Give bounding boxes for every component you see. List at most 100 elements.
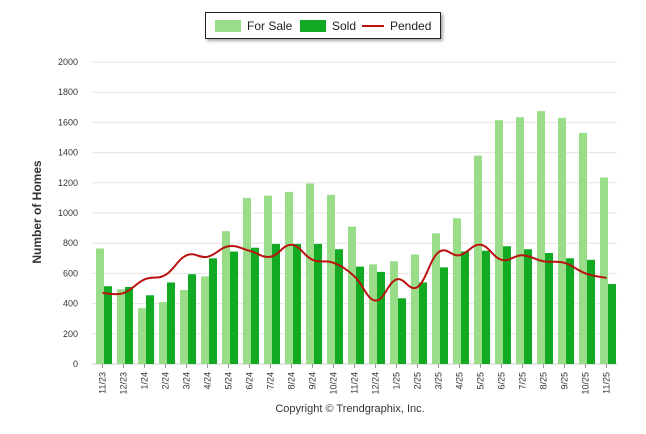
for-sale-bar [243,197,251,364]
legend: For Sale Sold Pended [205,12,441,39]
for-sale-bar [306,183,314,364]
x-tick-label: 10/25 [581,372,591,395]
x-tick-label: 7/24 [266,372,276,390]
x-tick-label: 4/24 [203,372,213,390]
x-tick-label: 9/24 [308,372,318,390]
for-sale-bar [159,302,167,364]
x-tick-label: 6/25 [497,372,507,390]
y-tick-label: 200 [63,329,78,339]
for-sale-bar [516,117,524,365]
x-tick-label: 11/24 [350,372,360,394]
y-tick-label: 1600 [58,117,78,127]
for-sale-bar [96,248,104,364]
sold-bar [188,274,196,364]
y-tick-label: 1400 [58,148,78,158]
legend-item-for-sale: For Sale [215,19,292,33]
x-tick-label: 2/24 [161,372,171,390]
sold-bar [314,243,322,364]
for-sale-bar [390,261,398,364]
sold-bar [209,258,217,364]
sold-bar [293,243,301,364]
x-tick-label: 1/24 [140,372,150,390]
for-sale-bar [348,226,356,364]
sold-bar [566,258,574,364]
sold-bar [104,286,112,364]
sold-bar [461,251,469,364]
for-sale-swatch [215,20,241,32]
x-tick-label: 1/25 [392,372,402,390]
x-tick-label: 3/25 [434,372,444,390]
pended-line [102,243,607,302]
x-tick-label: 10/24 [329,372,339,395]
y-axis-label: Number of Homes [30,160,44,264]
for-sale-bar [138,308,146,364]
x-tick-label: 11/23 [98,372,108,394]
sold-bar [608,283,616,364]
y-tick-label: 1800 [58,87,78,97]
x-tick-label: 12/23 [119,372,129,395]
for-sale-bar [369,264,377,364]
sold-bar [524,249,532,364]
x-tick-label: 8/24 [287,372,297,390]
for-sale-bar [495,120,503,364]
legend-label-for-sale: For Sale [247,19,293,33]
y-tick-label: 1000 [58,208,78,218]
for-sale-bar [264,195,272,364]
legend-label-pended: Pended [390,19,432,33]
sold-bar [230,251,238,364]
sold-bar [167,282,175,364]
y-tick-label: 0 [73,359,78,369]
x-tick-label: 2/25 [413,372,423,390]
sold-bar [146,295,154,364]
for-sale-bar [327,194,335,364]
sold-bar [503,246,511,364]
for-sale-bar [117,289,125,364]
x-tick-label: 12/24 [371,372,381,395]
copyright-text: Copyright © Trendgraphix, Inc. [275,403,425,415]
sold-bar [419,282,427,364]
sold-bar [272,243,280,364]
for-sale-bar [558,117,566,365]
x-tick-label: 6/24 [245,372,255,390]
legend-item-sold: Sold [300,19,356,33]
x-tick-label: 5/25 [476,372,486,390]
x-tick-label: 3/24 [182,372,192,390]
x-tick-label: 11/25 [602,372,612,394]
for-sale-bar [222,231,230,364]
sold-swatch [300,20,326,32]
legend-item-pended: Pended [362,19,431,33]
x-tick-label: 7/25 [518,372,528,390]
sold-bar [587,259,595,364]
sold-bar [125,286,133,364]
for-sale-bar [432,233,440,364]
sold-bar [440,267,448,364]
y-tick-label: 800 [63,238,78,248]
for-sale-bar [474,155,482,364]
for-sale-bar [537,111,545,364]
y-tick-label: 400 [63,299,78,309]
y-tick-label: 2000 [58,57,78,67]
for-sale-bar [180,290,188,364]
x-tick-label: 5/24 [224,372,234,390]
y-tick-label: 600 [63,268,78,278]
legend-label-sold: Sold [332,19,357,33]
for-sale-bar [285,191,293,364]
sold-bar [356,266,364,364]
for-sale-bar [600,177,608,364]
for-sale-bar [411,254,419,364]
y-tick-label: 1200 [58,178,78,188]
for-sale-bar [453,218,461,364]
for-sale-bar [201,276,209,364]
sold-bar [545,253,553,364]
x-tick-label: 8/25 [539,372,549,390]
for-sale-bar [579,132,587,364]
pended-swatch [362,25,384,27]
x-tick-label: 9/25 [560,372,570,390]
sold-bar [251,247,259,364]
sold-bar [398,298,406,364]
x-tick-label: 4/25 [455,372,465,390]
sold-bar [377,271,385,364]
sold-bar [335,249,343,364]
sold-bar [482,250,490,364]
